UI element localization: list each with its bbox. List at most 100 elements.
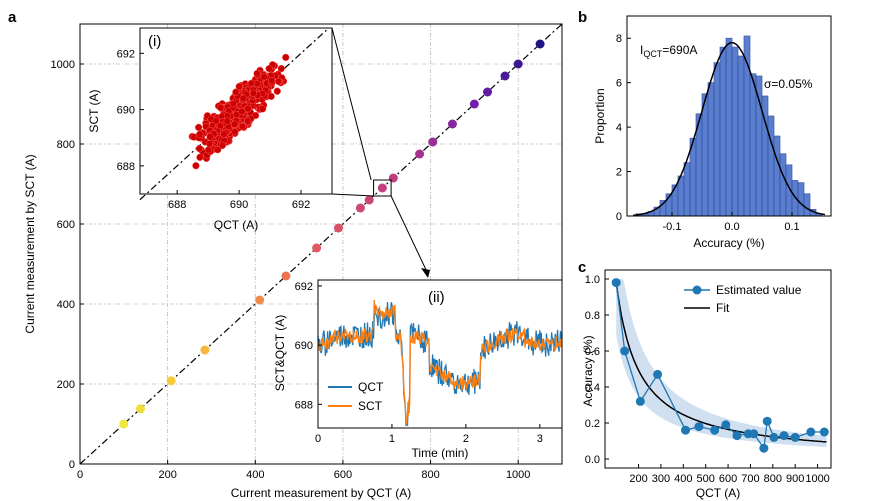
- y-tick-label: 6: [616, 78, 622, 90]
- y-tick-label: 1.0: [585, 274, 600, 286]
- data-point: [218, 141, 227, 150]
- histogram-bar: [755, 75, 763, 217]
- x-tick-label: 0.0: [724, 221, 739, 233]
- panel-c-marks: [611, 278, 829, 453]
- panel-b-ylabel: Proportion: [593, 88, 607, 143]
- y-tick-label: 0.2: [585, 418, 600, 430]
- panel-b-frame: [626, 15, 832, 217]
- panel-a-ylabel: Current measurement by SCT (A): [23, 154, 37, 333]
- x-tick-label: 800: [764, 473, 782, 485]
- inset-ii-marks: [317, 299, 563, 427]
- data-point: [196, 130, 204, 138]
- data-point: [135, 404, 145, 414]
- data-point: [119, 419, 129, 429]
- histogram-bar: [737, 55, 745, 217]
- reference-line: [79, 23, 563, 465]
- data-point: [244, 117, 252, 125]
- estimated-value-point: [710, 425, 720, 435]
- y-tick-label: 0.6: [585, 346, 600, 358]
- inset-ii-ylabel: SCT&QCT (A): [273, 315, 287, 391]
- y-tick-label: 2: [616, 167, 622, 179]
- data-point: [265, 65, 273, 73]
- data-point: [282, 53, 290, 62]
- histogram-bar: [671, 184, 679, 217]
- estimated-value-point: [694, 422, 704, 432]
- inset-ii-ticks: 0 1 2 3 688 690 692: [295, 281, 543, 445]
- zoom-connector: [331, 193, 374, 197]
- data-point: [260, 73, 268, 81]
- data-point: [274, 77, 283, 86]
- data-point: [334, 223, 344, 233]
- data-point: [238, 107, 246, 116]
- panel-a-xlabel: Current measurement by QCT (A): [231, 486, 412, 500]
- zoom-arrow-head: [421, 268, 430, 278]
- estimated-value-point: [759, 443, 769, 453]
- panel-c-ylabel: Accuracy (%): [581, 335, 595, 406]
- panel-a-marks: [79, 23, 563, 465]
- data-point: [205, 140, 214, 148]
- data-point: [277, 64, 285, 73]
- data-point: [312, 243, 322, 253]
- estimated-value-point: [721, 420, 731, 430]
- histogram-bar: [803, 193, 811, 217]
- x-tick-label: 600: [719, 473, 737, 485]
- inset-ii-label: (ii): [428, 289, 445, 306]
- panel-b-ticks: -0.1 0.0 0.1 0 2 4 6 8: [616, 33, 800, 233]
- panel-b-xlabel: Accuracy (%): [693, 236, 764, 250]
- data-point: [200, 345, 210, 355]
- inset-i-frame: [139, 27, 333, 195]
- legend-label-qct: QCT: [358, 380, 384, 394]
- x-tick-label: 1000: [506, 469, 530, 481]
- panel-label-a: a: [8, 9, 17, 26]
- zoom-connector: [331, 27, 372, 181]
- histogram-bar: [779, 153, 787, 217]
- panel-label-c: c: [578, 259, 586, 276]
- x-tick-label: 700: [741, 473, 759, 485]
- reference-line: [139, 27, 330, 201]
- data-point: [377, 183, 387, 193]
- estimated-value-point: [620, 346, 630, 356]
- data-point: [355, 203, 365, 213]
- data-point: [214, 146, 222, 154]
- x-tick-label: 400: [674, 473, 692, 485]
- y-tick-label: 0: [616, 211, 622, 223]
- estimated-value-point: [790, 432, 800, 442]
- data-point: [415, 149, 425, 159]
- x-tick-label: 0: [77, 469, 83, 481]
- data-point: [216, 104, 225, 112]
- zoom-arrow-line: [390, 195, 429, 275]
- panel-a-frame: [79, 23, 563, 465]
- data-point: [428, 137, 438, 147]
- data-point: [232, 88, 240, 96]
- legend-marker-estimated: [692, 285, 702, 295]
- data-point: [204, 146, 213, 154]
- y-tick-label: 8: [616, 33, 622, 45]
- estimated-value-point: [635, 396, 645, 406]
- histogram-bar: [701, 93, 709, 217]
- zoom-connectors: [331, 27, 430, 278]
- data-point: [247, 79, 255, 88]
- inset-ii-xlabel: Time (min): [412, 446, 469, 460]
- estimated-value-point: [806, 427, 816, 437]
- data-point: [229, 99, 237, 108]
- inset-ii-legend: QCT SCT: [328, 380, 384, 413]
- histogram-bar: [713, 62, 721, 217]
- data-point: [166, 376, 176, 386]
- estimated-value-point: [749, 429, 759, 439]
- data-point: [483, 87, 493, 97]
- x-tick-label: -0.1: [663, 221, 682, 233]
- x-tick-label: 800: [421, 469, 439, 481]
- data-point: [244, 105, 252, 113]
- x-tick-label: 900: [786, 473, 804, 485]
- inset-i-marks: [139, 27, 330, 201]
- legend-label-fit: Fit: [716, 301, 730, 315]
- y-tick-label: 688: [117, 161, 135, 173]
- histogram-bar: [767, 115, 775, 217]
- data-point: [196, 153, 204, 161]
- panel-c-frame: [604, 269, 832, 469]
- y-tick-label: 1000: [51, 59, 75, 71]
- y-tick-label: 800: [57, 139, 75, 151]
- estimated-value-point: [819, 427, 829, 437]
- inset-i-label: (i): [148, 33, 161, 50]
